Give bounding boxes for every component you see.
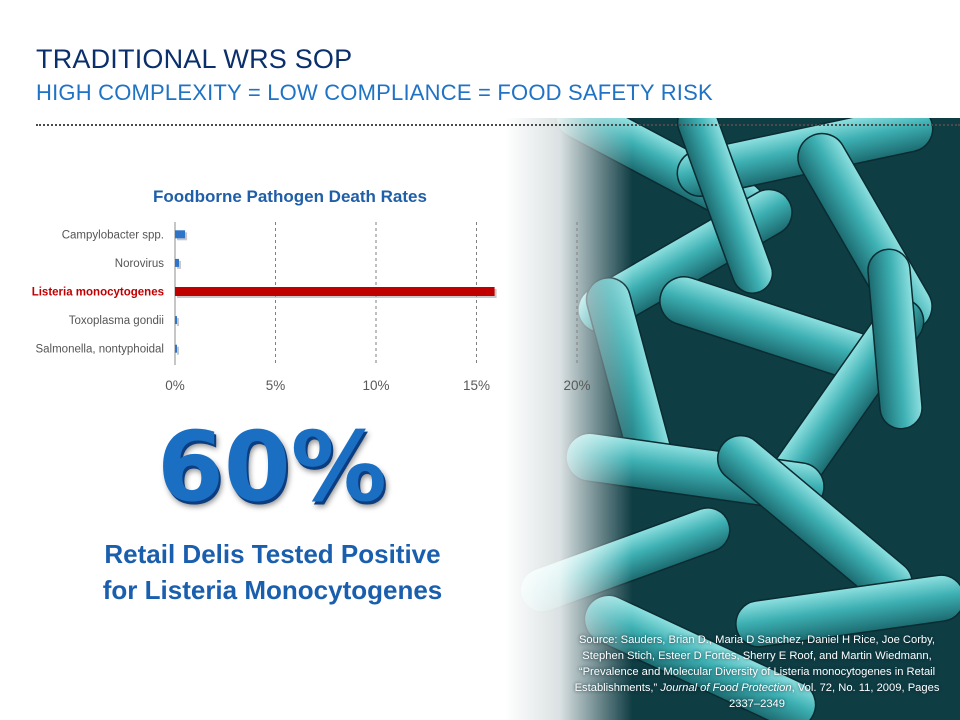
bar-listeria-monocytogenes xyxy=(175,287,495,296)
stat-caption-line2: for Listeria Monocytogenes xyxy=(102,575,443,605)
x-tick-label: 20% xyxy=(563,378,590,393)
death-rates-chart: Foodborne Pathogen Death Rates Campyloba… xyxy=(32,187,591,393)
stat-caption: Retail Delis Tested Positive for Listeri… xyxy=(20,536,525,608)
source-text: Source: Sauders, Brian D., Maria D Sanch… xyxy=(574,634,936,694)
x-tick-label: 5% xyxy=(266,378,286,393)
category-label: Norovirus xyxy=(115,258,164,270)
chart-bars xyxy=(175,230,497,355)
bar-toxoplasma-gondii xyxy=(175,316,178,325)
chart-title: Foodborne Pathogen Death Rates xyxy=(153,187,427,206)
category-label: Toxoplasma gondii xyxy=(69,315,164,327)
source-citation: Source: Sauders, Brian D., Maria D Sanch… xyxy=(560,632,954,712)
bacteria-micrograph-image xyxy=(505,118,960,720)
x-tick-label: 0% xyxy=(165,378,185,393)
x-tick-label: 10% xyxy=(362,378,389,393)
title-divider xyxy=(36,124,960,126)
bar-norovirus xyxy=(175,258,180,267)
category-label: Campylobacter spp. xyxy=(62,229,164,241)
stat-value: 60% xyxy=(155,410,390,525)
slide-title: TRADITIONAL WRS SOP xyxy=(36,44,353,74)
category-label: Listeria monocytogenes xyxy=(32,287,164,299)
chart-tick-labels: 0% 5% 10% 15% 20% xyxy=(165,378,590,393)
stat-caption-line1: Retail Delis Tested Positive xyxy=(104,539,441,569)
chart-category-labels: Campylobacter spp. Norovirus Listeria mono… xyxy=(32,229,165,355)
bar-shadow xyxy=(177,318,180,327)
bar-shadow xyxy=(177,346,180,355)
category-label: Salmonella, nontyphoidal xyxy=(35,344,164,356)
bar-salmonella-nontyphoidal xyxy=(175,344,178,353)
source-details: , Vol. 72, No. 11, 2009, Pages 2337–2349 xyxy=(729,682,940,710)
x-tick-label: 15% xyxy=(463,378,490,393)
source-journal: Journal of Food Protection xyxy=(660,682,792,694)
bar-campylobacter-spp xyxy=(175,230,186,239)
slide-subtitle: HIGH COMPLEXITY = LOW COMPLIANCE = FOOD … xyxy=(36,80,713,105)
